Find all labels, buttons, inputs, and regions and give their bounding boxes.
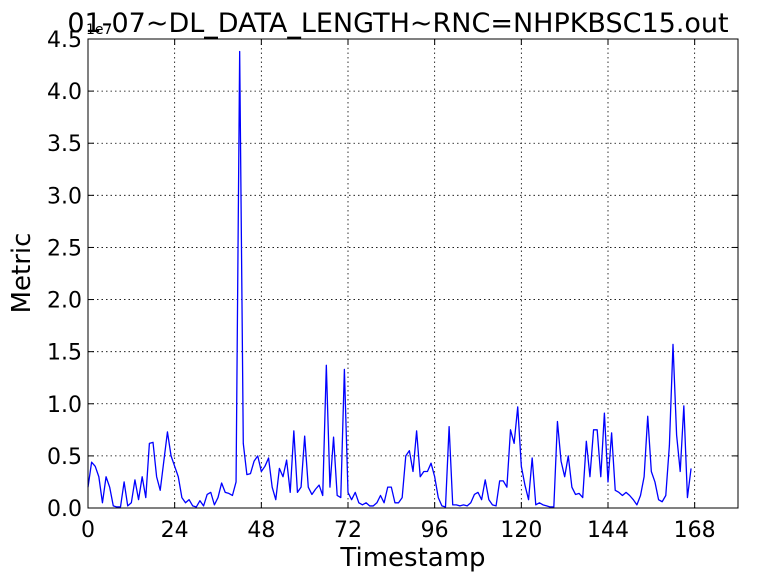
- x-tick-label: 72: [334, 518, 362, 543]
- y-multiplier-label: 1e7: [86, 22, 112, 38]
- y-tick-label: 3.0: [47, 184, 82, 209]
- y-tick-label: 1.0: [47, 393, 82, 418]
- y-tick-label: 2.5: [47, 236, 82, 261]
- y-tick-label: 3.5: [47, 132, 82, 157]
- plot-frame: [87, 38, 739, 509]
- x-axis-title: Timestamp: [339, 543, 485, 573]
- x-tick-label: 96: [421, 518, 449, 543]
- y-tick-label: 4.0: [47, 80, 82, 105]
- x-tick-label: 0: [81, 518, 95, 543]
- x-tick-label: 168: [674, 518, 716, 543]
- y-tick-label: 1.5: [47, 341, 82, 366]
- y-axis-title: Metric: [7, 233, 37, 314]
- x-tick-label: 48: [247, 518, 275, 543]
- series-line: [87, 50, 692, 508]
- y-tick-label: 4.5: [47, 28, 82, 53]
- chart-title: 01-07~DL_DATA_LENGTH~RNC=NHPKBSC15.out: [67, 8, 728, 39]
- x-tick-label: 120: [500, 518, 542, 543]
- x-tick-label: 144: [587, 518, 629, 543]
- y-tick-label: 0.5: [47, 445, 82, 470]
- x-tick-label: 24: [161, 518, 189, 543]
- y-tick-label: 2.0: [47, 289, 82, 314]
- y-tick-label: 0.0: [47, 497, 82, 522]
- series-group: [87, 50, 692, 508]
- tick-labels: 0 24 48 72 96 120 144 168 0.0 0.5 1.0 1.5 2.0 2.5 3.0 3…: [47, 28, 716, 543]
